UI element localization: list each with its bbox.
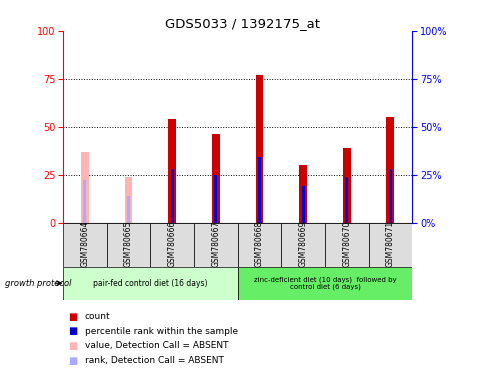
Bar: [106, 223, 150, 267]
Text: pair-fed control diet (16 days): pair-fed control diet (16 days): [93, 279, 207, 288]
Bar: [324, 223, 368, 267]
Bar: [63, 223, 106, 267]
Bar: [150, 223, 194, 267]
Text: value, Detection Call = ABSENT: value, Detection Call = ABSENT: [85, 341, 228, 351]
Bar: [170, 169, 173, 223]
Text: GDS5033 / 1392175_at: GDS5033 / 1392175_at: [165, 17, 319, 30]
Bar: [124, 177, 132, 223]
Text: ■: ■: [68, 326, 77, 336]
Bar: [81, 152, 89, 223]
Bar: [212, 134, 219, 223]
Text: growth protocol: growth protocol: [5, 279, 71, 288]
Bar: [255, 75, 263, 223]
Text: rank, Detection Call = ABSENT: rank, Detection Call = ABSENT: [85, 356, 223, 365]
Bar: [345, 177, 348, 223]
Bar: [388, 169, 391, 223]
Bar: [237, 223, 281, 267]
Text: GSM780670: GSM780670: [342, 221, 350, 267]
Text: GSM780664: GSM780664: [80, 221, 89, 267]
Text: ■: ■: [68, 341, 77, 351]
Text: ■: ■: [68, 356, 77, 366]
Text: ■: ■: [68, 312, 77, 322]
Text: percentile rank within the sample: percentile rank within the sample: [85, 327, 238, 336]
Bar: [386, 117, 393, 223]
Text: GSM780666: GSM780666: [167, 221, 176, 267]
Bar: [83, 180, 86, 223]
Text: zinc-deficient diet (10 days)  followed by
control diet (6 days): zinc-deficient diet (10 days) followed b…: [253, 276, 395, 290]
Bar: [214, 175, 217, 223]
Text: GSM780669: GSM780669: [298, 221, 307, 267]
Bar: [301, 186, 304, 223]
Bar: [168, 119, 176, 223]
Bar: [127, 196, 130, 223]
Bar: [237, 267, 411, 300]
Text: GSM780667: GSM780667: [211, 221, 220, 267]
Bar: [368, 223, 411, 267]
Bar: [257, 157, 260, 223]
Bar: [194, 223, 237, 267]
Text: GSM780668: GSM780668: [255, 221, 263, 267]
Text: GSM780665: GSM780665: [124, 221, 133, 267]
Bar: [281, 223, 324, 267]
Text: count: count: [85, 312, 110, 321]
Bar: [342, 148, 350, 223]
Text: GSM780671: GSM780671: [385, 221, 394, 267]
Bar: [299, 165, 306, 223]
Bar: [63, 267, 237, 300]
